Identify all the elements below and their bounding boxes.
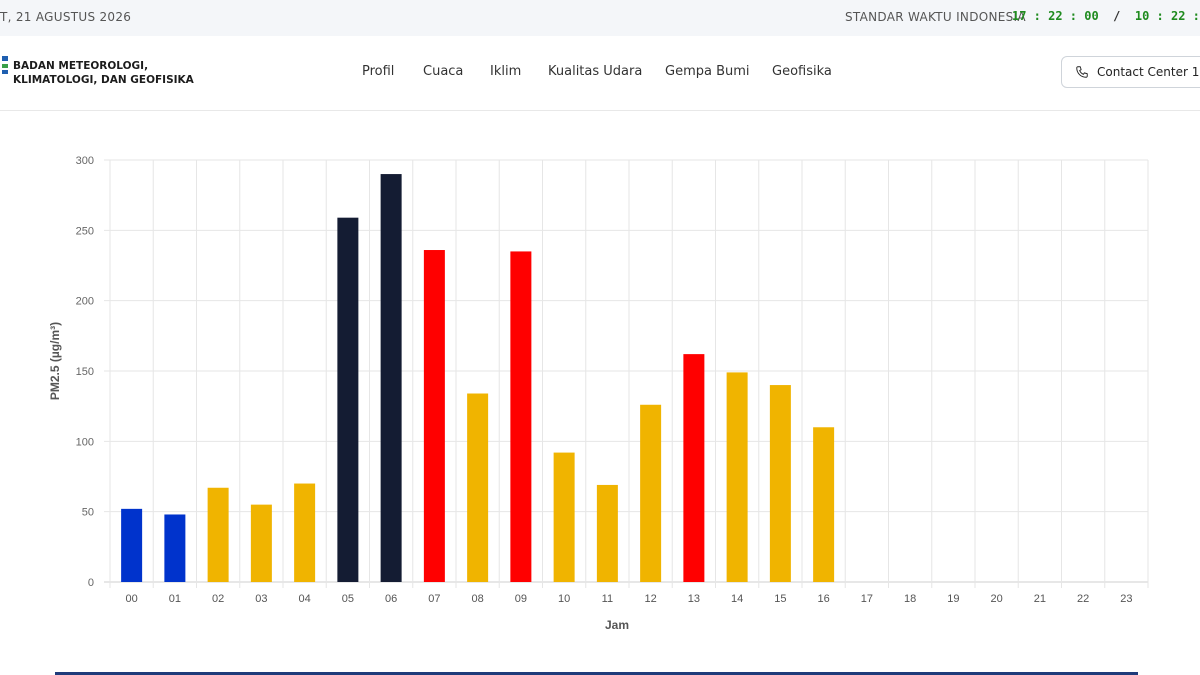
bar-hour-05	[337, 217, 359, 582]
y-tick-label: 250	[76, 225, 94, 237]
x-tick-label: 00	[126, 593, 138, 605]
bar-hour-12	[640, 404, 662, 582]
clock-utc: 10 : 22 : 00	[1134, 9, 1200, 23]
clock: 17 : 22 : 00 / 10 : 22 : 00	[1012, 9, 1200, 23]
x-tick-label: 07	[428, 593, 440, 605]
x-tick-label: 23	[1120, 593, 1132, 605]
x-tick-label: 15	[774, 593, 786, 605]
bar-hour-03	[250, 504, 272, 582]
x-tick-label: 18	[904, 593, 916, 605]
nav-cuaca[interactable]: Cuaca	[423, 64, 464, 79]
bar-hour-14	[726, 372, 748, 582]
bar-hour-16	[813, 427, 835, 582]
bar-hour-00	[121, 508, 143, 582]
nav-geofisika[interactable]: Geofisika	[772, 64, 832, 79]
x-tick-label: 08	[472, 593, 484, 605]
x-tick-label: 13	[688, 593, 700, 605]
bar-hour-07	[423, 250, 445, 582]
nav-profil[interactable]: Profil	[362, 64, 395, 79]
y-tick-label: 50	[82, 507, 94, 519]
y-tick-label: 150	[76, 366, 94, 378]
y-axis-title: PM2.5 (µg/m³)	[48, 322, 62, 400]
nav-iklim[interactable]: Iklim	[490, 64, 522, 79]
y-tick-label: 300	[76, 155, 94, 167]
clock-separator: /	[1113, 9, 1121, 23]
x-tick-label: 16	[818, 593, 830, 605]
contact-center-label: Contact Center 19	[1097, 65, 1200, 79]
x-tick-label: 05	[342, 593, 354, 605]
current-date: T, 21 AGUSTUS 2026	[0, 10, 132, 24]
clock-wib: 17 : 22 : 00	[1012, 9, 1099, 23]
bar-hour-09	[510, 251, 532, 582]
x-tick-label: 06	[385, 593, 397, 605]
bar-hour-06	[380, 174, 402, 583]
x-tick-label: 21	[1034, 593, 1046, 605]
bar-hour-02	[207, 487, 229, 582]
pm25-hourly-chart: 0 50 100 150 200 250 300 00 01 02 03 04 05 06 07 08 09 10…	[48, 155, 1149, 632]
bar-hour-13	[683, 354, 705, 582]
bar-hour-04	[294, 483, 316, 582]
bar-hour-10	[553, 452, 575, 582]
x-tick-label: 14	[731, 593, 743, 605]
bmkg-logo-icon[interactable]	[0, 56, 8, 92]
phone-icon	[1076, 66, 1088, 78]
site-header: BADAN METEOROLOGI, KLIMATOLOGI, DAN GEOF…	[0, 36, 1200, 111]
timezone-label: STANDAR WAKTU INDONESIA	[845, 10, 1026, 24]
x-tick-label: 10	[558, 593, 570, 605]
y-tick-label: 200	[76, 296, 94, 308]
contact-center-button[interactable]: Contact Center 19	[1061, 56, 1200, 88]
bar-hour-15	[769, 385, 791, 582]
x-tick-label: 01	[169, 593, 181, 605]
top-info-bar: T, 21 AGUSTUS 2026 STANDAR WAKTU INDONES…	[0, 0, 1200, 36]
y-tick-label: 100	[76, 436, 94, 448]
x-tick-label: 17	[861, 593, 873, 605]
bar-hour-11	[596, 484, 618, 582]
brand-line-1: BADAN METEOROLOGI,	[13, 60, 149, 72]
x-tick-label: 03	[255, 593, 267, 605]
brand-line-2: KLIMATOLOGI, DAN GEOFISIKA	[13, 74, 194, 86]
bottom-divider	[55, 672, 1138, 675]
x-tick-label: 12	[645, 593, 657, 605]
nav-kualitas-udara[interactable]: Kualitas Udara	[548, 64, 643, 79]
bar-hour-01	[164, 514, 186, 582]
x-tick-label: 20	[991, 593, 1003, 605]
x-tick-label: 02	[212, 593, 224, 605]
y-tick-label: 0	[88, 577, 94, 589]
x-axis-title: Jam	[605, 618, 629, 632]
x-tick-label: 04	[299, 593, 311, 605]
x-tick-label: 09	[515, 593, 527, 605]
bar-hour-08	[467, 393, 489, 582]
nav-gempa-bumi[interactable]: Gempa Bumi	[665, 64, 750, 79]
x-tick-label: 11	[602, 593, 613, 605]
x-tick-label: 22	[1077, 593, 1089, 605]
brand-name[interactable]: BADAN METEOROLOGI, KLIMATOLOGI, DAN GEOF…	[13, 59, 194, 87]
x-tick-label: 19	[947, 593, 959, 605]
